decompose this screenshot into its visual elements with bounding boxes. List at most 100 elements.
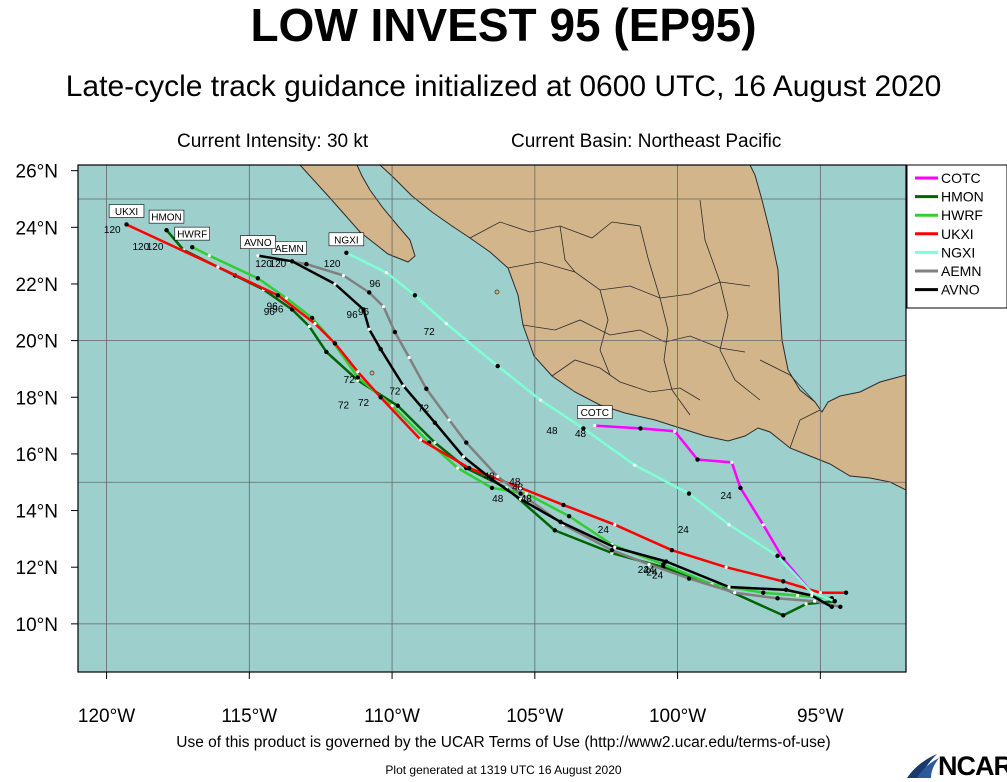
track-point: [727, 523, 731, 527]
y-tick-label: 12°N: [16, 558, 58, 579]
track-point: [647, 562, 651, 566]
track-point: [538, 398, 543, 402]
page-title: LOW INVEST 95 (EP95): [250, 0, 757, 51]
track-aemn: [289, 260, 841, 609]
track-point: [392, 329, 398, 335]
hour-label: 72: [389, 386, 401, 397]
track-point: [407, 356, 411, 360]
track-point: [730, 460, 734, 465]
track-point: [164, 227, 169, 233]
track-point: [518, 486, 523, 490]
track-point: [738, 485, 743, 491]
end-label-aemn: AEMN: [271, 241, 307, 255]
hour-label: 120: [147, 242, 164, 253]
track-avno: [257, 254, 833, 608]
track-point: [489, 485, 495, 491]
y-tick-label: 16°N: [16, 445, 58, 466]
hour-label: 120: [255, 259, 272, 270]
track-point: [284, 296, 289, 300]
hour-label: 48: [575, 429, 587, 440]
track-point: [838, 604, 843, 610]
track-point: [761, 523, 765, 527]
axis-ticks: 120°W 115°W 110°W 105°W 100°W 95°W 10°N 12°N 14°…: [16, 162, 844, 727]
hour-label: 96: [272, 304, 284, 315]
track-point: [424, 386, 429, 391]
track-point: [444, 322, 448, 326]
plot-generated-text: Plot generated at 1319 UTC 16 August 202…: [385, 763, 622, 777]
track-point: [256, 254, 260, 258]
hour-label: 48: [512, 483, 524, 494]
page-subtitle: Late-cycle track guidance initialized at…: [65, 70, 942, 103]
hour-label: 24: [646, 568, 658, 579]
x-tick-label: 95°W: [797, 706, 844, 727]
track-point: [344, 250, 349, 256]
end-label-box: [174, 226, 210, 241]
hour-label: 24: [638, 565, 650, 576]
hour-label: 48: [509, 477, 521, 488]
island: [369, 370, 375, 376]
track-point: [724, 565, 728, 569]
hour-label: 72: [344, 375, 356, 386]
track-point: [275, 293, 281, 298]
y-tick-label: 20°N: [16, 332, 58, 353]
track-point: [783, 587, 789, 593]
end-label-box: [108, 204, 145, 218]
land-mexico-mainland: [379, 165, 906, 491]
current-intensity: Current Intensity: 30 kt: [177, 131, 369, 152]
end-label-box: [328, 232, 365, 247]
track-point: [781, 579, 786, 584]
track-point: [686, 491, 692, 496]
hour-label: 96: [264, 307, 276, 318]
track-point: [361, 307, 366, 312]
track-point: [733, 591, 737, 595]
track-point: [190, 244, 195, 250]
hour-label: 72: [418, 403, 430, 414]
track-point: [464, 440, 469, 445]
track-point: [613, 523, 617, 527]
track-point: [384, 271, 388, 275]
track-point: [566, 514, 572, 519]
hour-label: 24: [598, 525, 610, 536]
x-tick-label: 120°W: [78, 706, 135, 727]
end-label-ngxi: NGXI: [328, 232, 365, 247]
track-point: [638, 426, 643, 431]
track-point: [727, 585, 731, 589]
track-point: [341, 273, 346, 278]
y-tick-label: 24°N: [16, 218, 58, 239]
hour-label: 24: [721, 491, 733, 502]
y-tick-label: 22°N: [16, 275, 58, 296]
track-point: [661, 562, 666, 567]
track-point: [673, 429, 677, 433]
track-point: [524, 491, 528, 496]
track-point: [381, 305, 386, 309]
track-point: [333, 282, 337, 286]
track-point: [781, 613, 786, 618]
track-point: [456, 466, 460, 470]
track-point: [496, 474, 500, 479]
track-point: [461, 455, 466, 459]
hour-label: 24: [678, 525, 690, 536]
legend-item-label: AVNO: [941, 282, 980, 298]
track-point: [561, 502, 566, 508]
track-point: [395, 403, 400, 408]
track-point: [818, 591, 822, 595]
track-point: [355, 375, 361, 380]
track-point: [378, 395, 383, 400]
track-point: [633, 463, 637, 467]
hour-label: 24: [652, 571, 664, 582]
model-tracks: [124, 222, 849, 618]
track-point: [761, 590, 766, 595]
y-tick-label: 26°N: [16, 162, 58, 183]
y-tick-label: 10°N: [16, 615, 58, 636]
current-basin: Current Basin: Northeast Pacific: [511, 131, 782, 152]
y-tick-label: 14°N: [16, 502, 58, 523]
track-point: [447, 418, 451, 422]
end-label-text: HWRF: [177, 230, 207, 241]
lat-lon-grid: [78, 165, 906, 672]
plot-frame: [77, 164, 907, 673]
hour-label: 120: [324, 259, 341, 270]
track-point: [813, 599, 817, 603]
track-point: [609, 548, 615, 553]
hour-label: 72: [338, 401, 350, 412]
